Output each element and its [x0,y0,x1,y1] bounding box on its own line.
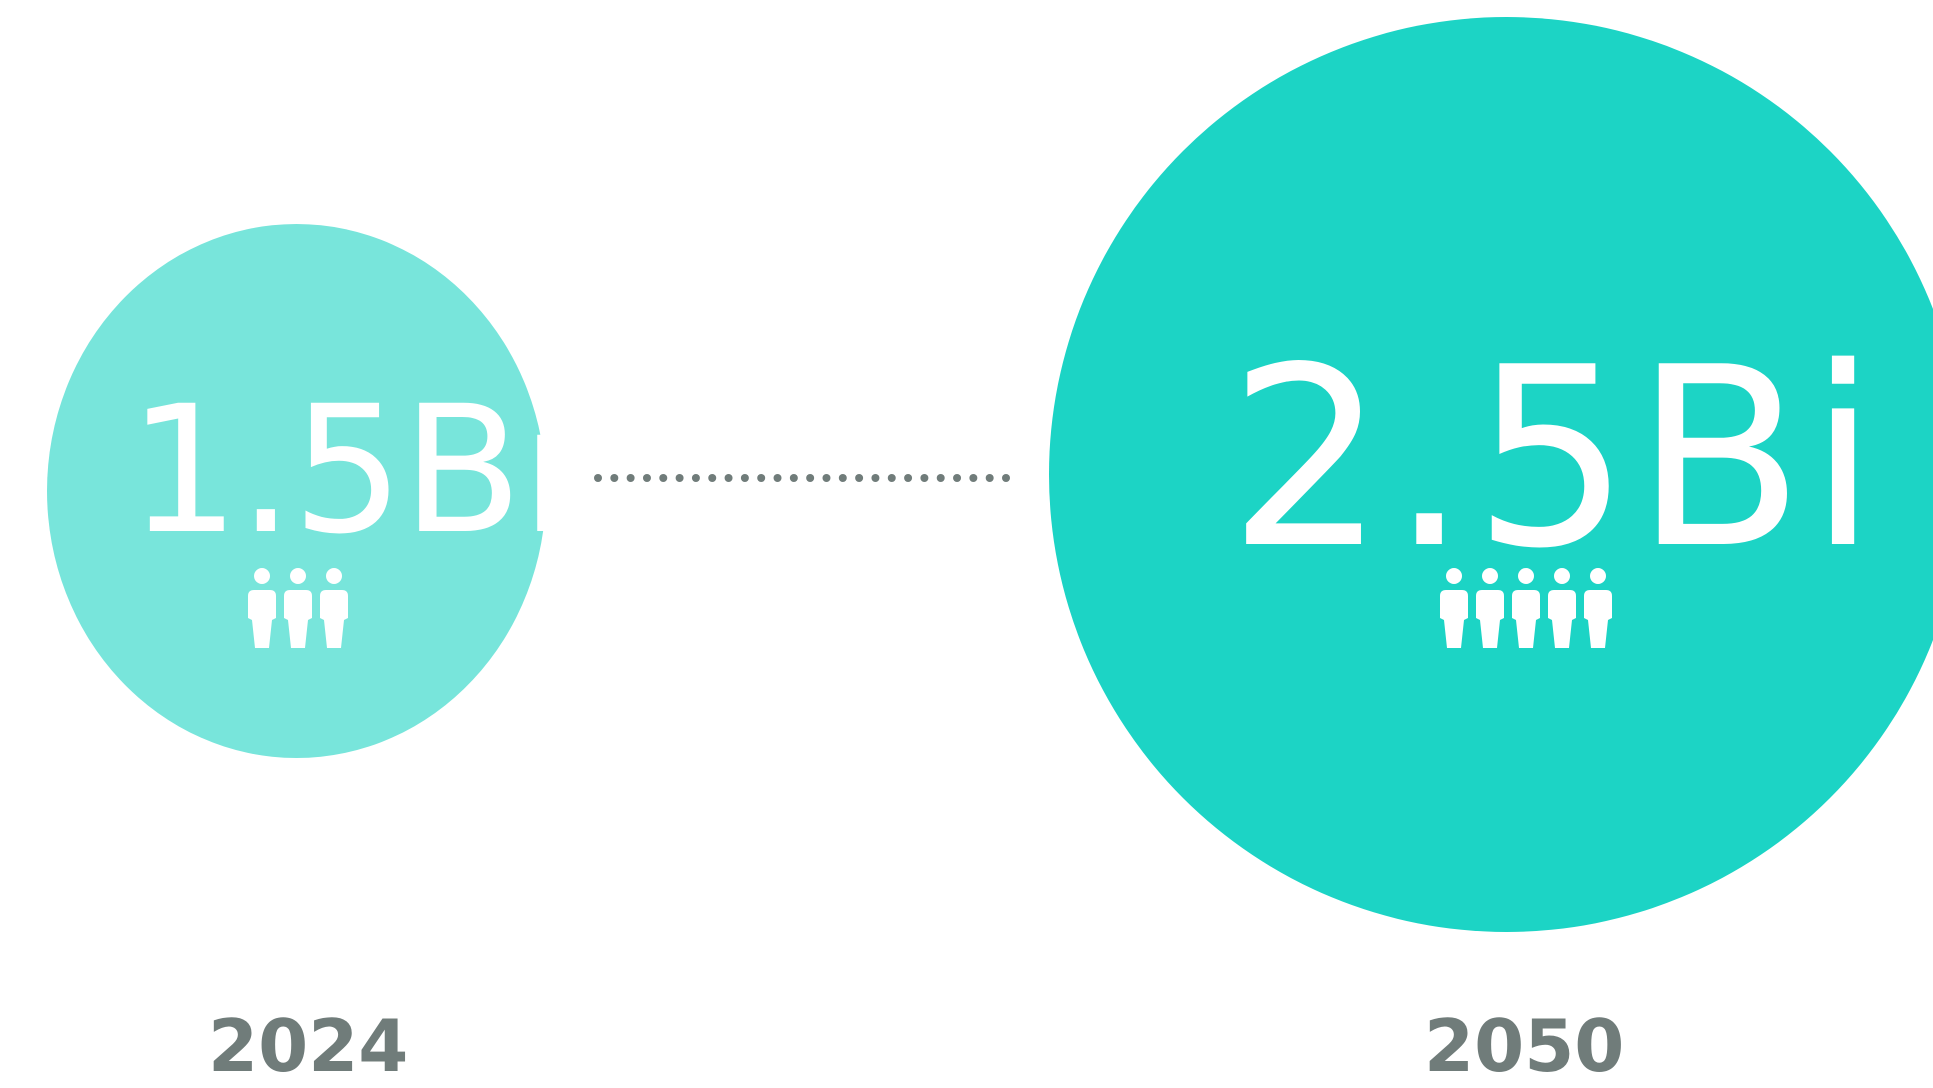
connector-dot [642,474,651,482]
connector-dot [773,474,782,482]
connector-dot [1002,474,1010,482]
people-group-2024 [244,566,352,650]
connector-dot [691,474,700,482]
connector-dot [708,474,717,482]
value-2050: 2.5Bi [1228,315,1882,603]
connector-dot [757,474,766,482]
connector-dot [610,474,619,482]
connector-dot [675,474,684,482]
connector-dot [740,474,749,482]
connector-dot [724,474,733,482]
connector-dot [659,474,668,482]
connector-dot [969,474,978,482]
connector-dot [594,474,602,482]
value-2024: 1.5Bi [128,368,570,573]
connector-dot [838,474,847,482]
person-icon [284,568,312,648]
year-2050: 2050 [1424,1004,1625,1088]
person-icon [320,568,348,648]
year-2024: 2024 [208,1004,409,1088]
person-icon [1548,568,1576,648]
circle-2050 [1049,17,1933,932]
connector-dot [806,474,815,482]
person-icon [1512,568,1540,648]
people-group-2050 [1436,566,1616,650]
connector-dot [953,474,962,482]
connector-dot [626,474,635,482]
dotted-connector [594,474,1010,482]
person-icon [1440,568,1468,648]
connector-dot [936,474,945,482]
connector-dot [887,474,896,482]
connector-dot [822,474,831,482]
person-icon [1476,568,1504,648]
person-icon [1584,568,1612,648]
connector-dot [985,474,994,482]
person-icon [248,568,276,648]
connector-dot [855,474,864,482]
connector-dot [920,474,929,482]
connector-dot [904,474,913,482]
connector-dot [789,474,798,482]
circle-2024 [47,224,546,758]
connector-dot [871,474,880,482]
